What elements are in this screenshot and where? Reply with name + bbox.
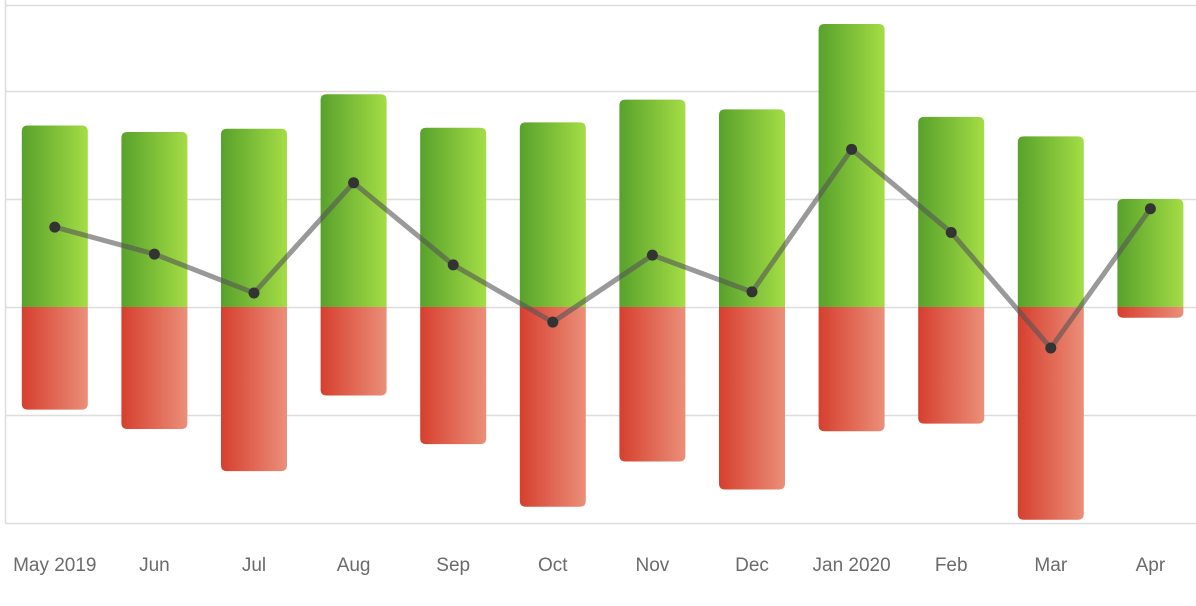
bar-positive	[320, 94, 387, 308]
line-point	[1144, 203, 1156, 215]
line-point	[447, 259, 459, 271]
gridlines	[4, 0, 1196, 525]
x-tick-label: May 2019	[13, 555, 96, 576]
x-tick-label: Dec	[735, 555, 769, 576]
x-tick-label: Apr	[1136, 555, 1166, 576]
bar-positive	[519, 122, 586, 307]
line-point	[148, 248, 160, 260]
line-point	[945, 226, 957, 238]
bar-positive	[719, 109, 785, 307]
x-tick-label: Nov	[636, 555, 670, 576]
x-tick-label: Jun	[139, 555, 170, 576]
bar-negative	[719, 307, 785, 490]
x-tick-label: Mar	[1034, 555, 1067, 576]
bar-positive	[1117, 199, 1184, 307]
bar-positive	[1017, 136, 1084, 307]
bar-positive	[420, 127, 487, 307]
line-point	[248, 287, 260, 299]
bar-negative	[320, 307, 387, 396]
trend-line	[49, 143, 1156, 354]
bar-negative	[1117, 307, 1184, 318]
x-axis-labels: May 2019 Jun Jul Aug Sep Oct Nov Dec Jan 2020 Feb…	[13, 555, 1166, 576]
x-tick-label: Oct	[538, 555, 568, 576]
bar-negative	[21, 307, 88, 410]
line-point	[49, 221, 61, 233]
line-point	[547, 316, 559, 328]
bar-negative	[818, 307, 885, 432]
x-tick-label: Sep	[436, 555, 470, 576]
bar-positive	[21, 125, 88, 307]
line-point	[746, 286, 758, 298]
bar-negative	[221, 307, 287, 472]
bar-negative	[519, 307, 586, 507]
bar-positive	[619, 99, 686, 307]
bar-negative	[918, 307, 985, 424]
line-point	[1045, 342, 1057, 354]
x-tick-label: Feb	[935, 555, 968, 576]
bar-negative	[619, 307, 686, 462]
bar-negative	[1017, 307, 1084, 520]
line-point	[348, 177, 360, 189]
bar-positive	[121, 132, 188, 307]
bars	[21, 24, 1184, 520]
bar-positive	[221, 128, 287, 307]
bar-positive	[818, 24, 885, 307]
line-point	[846, 143, 858, 155]
x-tick-label: Jul	[242, 555, 266, 576]
bar-positive	[918, 116, 985, 307]
bar-negative	[121, 307, 188, 430]
x-tick-label: Jan 2020	[813, 555, 891, 576]
line-series	[54, 146, 1153, 351]
line-point	[646, 249, 658, 261]
bar-negative	[420, 307, 487, 445]
x-tick-label: Aug	[337, 555, 371, 576]
